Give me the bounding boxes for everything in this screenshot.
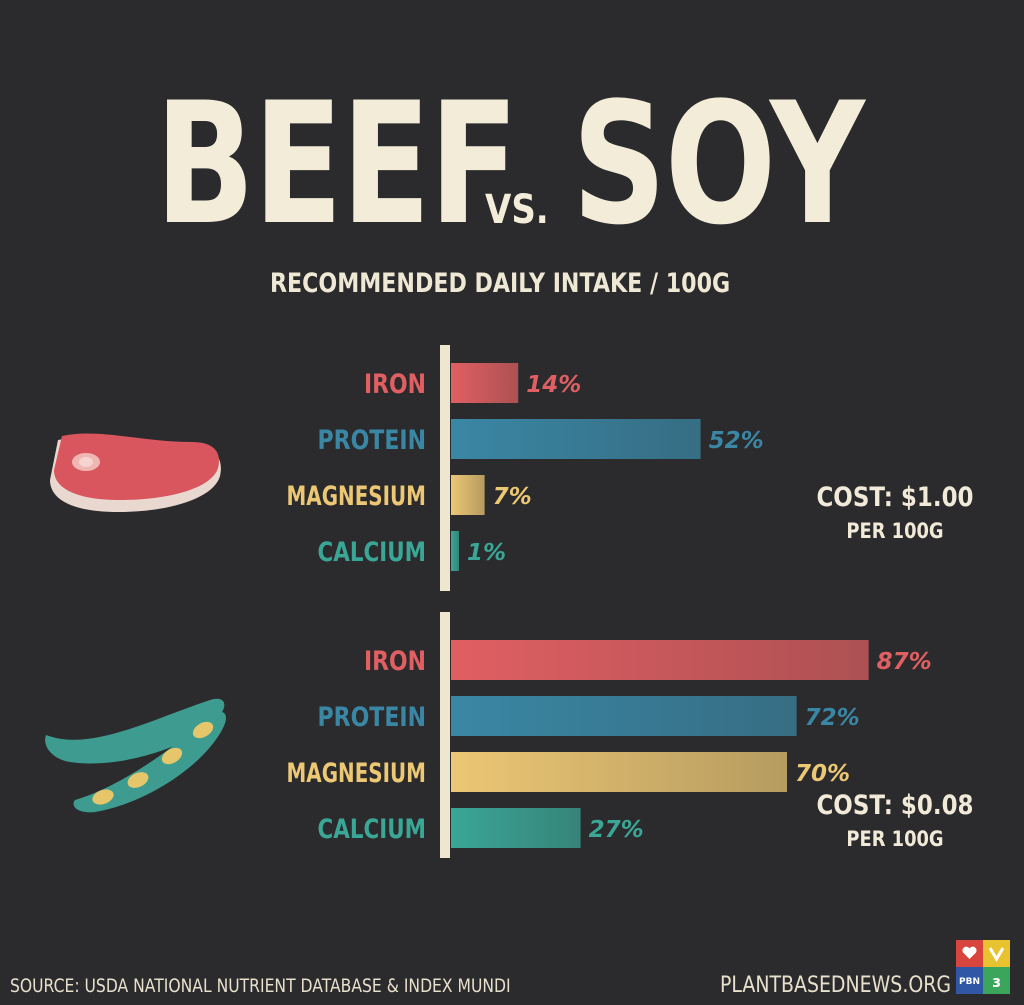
soy-bar-iron <box>451 640 869 680</box>
beef-label-iron: IRON <box>364 369 426 400</box>
steak-icon <box>50 433 221 512</box>
title-vs: VS. <box>485 187 549 233</box>
beef-axis-line <box>440 345 450 591</box>
soy-value-iron: 87% <box>877 649 932 675</box>
soy-value-magnesium: 70% <box>795 761 850 787</box>
soy-axis-line <box>440 612 450 858</box>
cost-beef-unit: PER 100G <box>846 519 944 543</box>
beef-label-calcium: CALCIUM <box>318 537 427 568</box>
cost-soy-amount: COST: $0.08 <box>816 790 974 821</box>
soy-label-protein: PROTEIN <box>318 702 427 733</box>
soybean-pod-icon <box>45 698 226 813</box>
soy-bar-protein <box>451 696 797 736</box>
soy-value-protein: 72% <box>805 705 860 731</box>
cost-soy: COST: $0.08 PER 100G <box>800 790 990 851</box>
beef-value-calcium: 1% <box>467 540 506 566</box>
beef-value-magnesium: 7% <box>493 484 532 510</box>
soy-label-calcium: CALCIUM <box>318 814 427 845</box>
logo-text: PBN <box>959 977 980 987</box>
cost-soy-unit: PER 100G <box>846 827 944 851</box>
beef-value-protein: 52% <box>709 428 764 454</box>
soy-bar-magnesium <box>451 752 787 792</box>
beef-label-protein: PROTEIN <box>318 425 427 456</box>
beef-label-magnesium: MAGNESIUM <box>287 481 427 512</box>
title-beef: BEEF <box>155 66 519 262</box>
beef-bar-iron <box>451 363 519 403</box>
title-soy: SOY <box>572 66 865 262</box>
cost-beef: COST: $1.00 PER 100G <box>800 482 990 543</box>
svg-text:ɜ: ɜ <box>992 972 1001 991</box>
plantbasednews-logo: PBN ɜ <box>956 940 1010 994</box>
source-note: SOURCE: USDA NATIONAL NUTRIENT DATABASE … <box>10 975 511 997</box>
soy-label-magnesium: MAGNESIUM <box>287 758 427 789</box>
site-link[interactable]: PLANTBASEDNEWS.ORG <box>720 973 952 998</box>
soy-bar-calcium <box>451 808 581 848</box>
beef-value-iron: 14% <box>526 372 581 398</box>
beef-bar-magnesium <box>451 475 485 515</box>
cost-beef-amount: COST: $1.00 <box>816 482 974 513</box>
beef-bar-protein <box>451 419 701 459</box>
beef-bar-calcium <box>451 531 459 571</box>
subtitle: RECOMMENDED DAILY INTAKE / 100G <box>270 268 731 299</box>
soy-label-iron: IRON <box>364 646 426 677</box>
soy-value-calcium: 27% <box>589 817 644 843</box>
